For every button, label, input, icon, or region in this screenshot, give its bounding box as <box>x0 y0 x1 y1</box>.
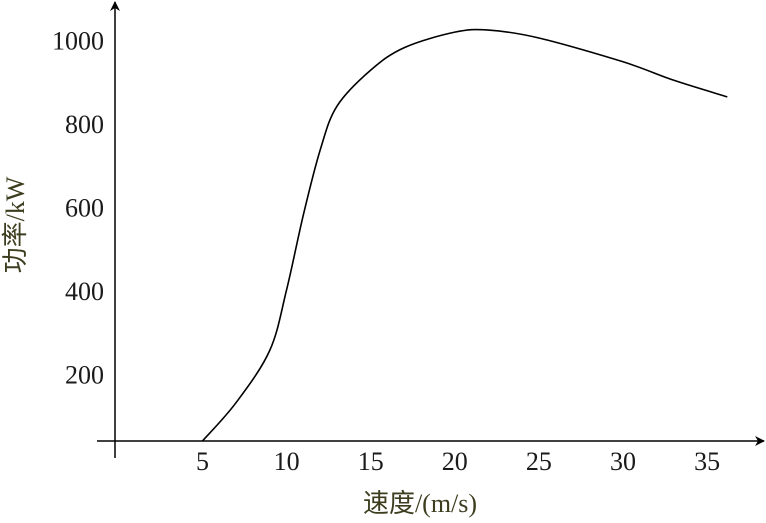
y-tick-label: 400 <box>65 277 104 306</box>
x-tick-label: 30 <box>610 447 636 476</box>
line <box>201 28 728 442</box>
y-tick-label: 1000 <box>52 26 104 55</box>
y-tick-label: 800 <box>65 110 104 139</box>
x-tick-label: 5 <box>196 447 209 476</box>
x-axis-title: 速度/(m/s) <box>363 489 477 518</box>
x-tick-label: 35 <box>694 447 720 476</box>
y-tick-label: 200 <box>65 360 104 389</box>
x-tick-label: 10 <box>274 447 300 476</box>
y-tick-label: 600 <box>65 193 104 222</box>
x-tick-label: 25 <box>526 447 552 476</box>
y-axis-title: 功率/kW <box>1 176 30 273</box>
x-tick-label: 15 <box>358 447 384 476</box>
x-tick-label: 20 <box>442 447 468 476</box>
